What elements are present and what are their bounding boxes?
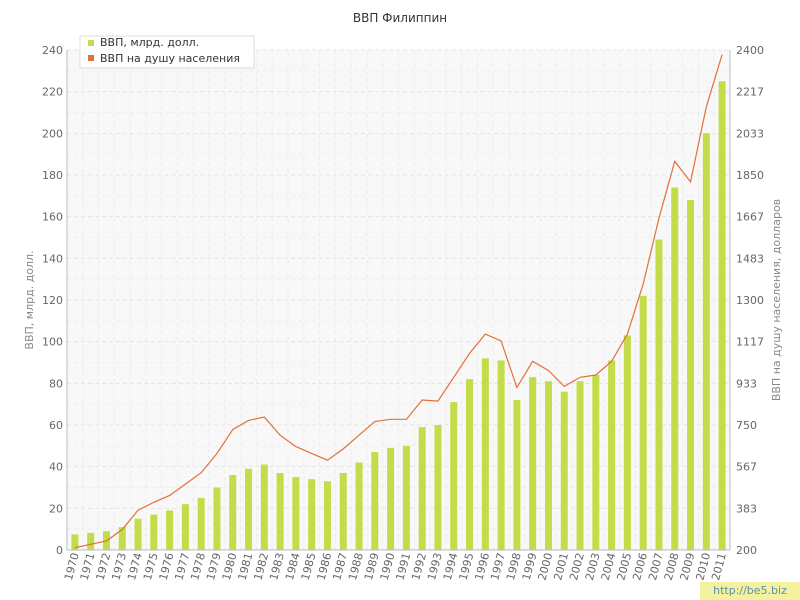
bar xyxy=(134,518,142,550)
bar xyxy=(371,452,379,550)
legend-label-per-capita: ВВП на душу населения xyxy=(100,52,240,65)
y-axis-label: ВВП, млрд. долл. xyxy=(23,250,36,349)
bar xyxy=(608,360,616,550)
bar-series xyxy=(71,81,726,551)
y2-tick-label: 1850 xyxy=(736,169,764,182)
bar xyxy=(513,400,521,550)
y2-tick-label: 383 xyxy=(736,502,757,515)
y2-tick-label: 2217 xyxy=(736,86,764,99)
bar xyxy=(150,514,158,550)
bar xyxy=(529,377,537,550)
bar xyxy=(623,335,631,550)
y2-tick-label: 2033 xyxy=(736,127,764,140)
bar xyxy=(387,447,395,550)
bar xyxy=(544,381,552,550)
line-series xyxy=(74,54,723,549)
bar xyxy=(497,360,505,550)
bar xyxy=(576,381,584,550)
legend: ВВП, млрд. долл. ВВП на душу населения xyxy=(79,35,255,69)
y-tick-label: 80 xyxy=(49,377,63,390)
y2-tick-label: 1667 xyxy=(736,211,764,224)
y2-tick-label: 1117 xyxy=(736,336,764,349)
bar xyxy=(481,358,489,550)
x-tick-labels: 1970197119721973197419751976197719781979… xyxy=(62,551,729,581)
legend-swatch-gdp xyxy=(88,40,94,46)
line-path xyxy=(74,54,723,549)
bar xyxy=(213,487,221,550)
bar xyxy=(166,510,174,550)
legend-swatch-per-capita xyxy=(88,55,94,61)
y-tick-label: 40 xyxy=(49,461,63,474)
chart-title: ВВП Филиппин xyxy=(353,11,447,25)
bar xyxy=(181,504,189,550)
y-tick-label: 140 xyxy=(42,252,63,265)
bar xyxy=(671,187,679,550)
bar xyxy=(687,200,695,550)
right-tick-labels: 200 383 567 750 933 1117 1300 1483 1667 1850 2033 2… xyxy=(736,44,764,557)
bar xyxy=(308,479,316,550)
bar xyxy=(434,425,442,550)
bar xyxy=(71,534,79,550)
y2-tick-label: 1483 xyxy=(736,252,764,265)
y-tick-label: 160 xyxy=(42,211,63,224)
y-tick-label: 120 xyxy=(42,294,63,307)
y-tick-label: 220 xyxy=(42,86,63,99)
y-tick-label: 180 xyxy=(42,169,63,182)
y-tick-label: 20 xyxy=(49,502,63,515)
y2-tick-label: 2400 xyxy=(736,44,764,57)
bar xyxy=(323,481,331,550)
bar xyxy=(639,295,647,550)
bar xyxy=(560,391,568,550)
bar xyxy=(718,81,726,550)
bar xyxy=(655,239,663,551)
y2-axis-label: ВВП на душу населения, долларов xyxy=(770,199,783,401)
left-tick-labels: 0 20 40 60 80 100 120 140 160 180 200 220 240 xyxy=(42,44,63,557)
bar xyxy=(339,472,347,550)
bar xyxy=(466,379,474,550)
bar xyxy=(450,402,458,550)
y2-tick-label: 567 xyxy=(736,461,757,474)
bar xyxy=(592,375,600,550)
legend-label-gdp: ВВП, млрд. долл. xyxy=(100,36,199,49)
y2-tick-label: 750 xyxy=(736,419,757,432)
bar xyxy=(702,133,710,551)
y-tick-label: 200 xyxy=(42,127,63,140)
bar xyxy=(229,475,237,550)
bar xyxy=(276,472,284,550)
bar xyxy=(418,427,426,550)
bar xyxy=(292,477,300,550)
y-tick-label: 0 xyxy=(56,544,63,557)
y2-tick-label: 1300 xyxy=(736,294,764,307)
y-tick-label: 240 xyxy=(42,44,63,57)
bar xyxy=(197,497,205,550)
y2-tick-label: 933 xyxy=(736,377,757,390)
bar xyxy=(245,468,253,550)
y-tick-label: 100 xyxy=(42,336,63,349)
bar xyxy=(355,462,363,550)
grid xyxy=(66,49,731,551)
y-tick-label: 60 xyxy=(49,419,63,432)
bar xyxy=(402,445,410,550)
watermark[interactable]: http://be5.biz xyxy=(700,582,800,600)
bar xyxy=(87,532,95,550)
bar xyxy=(260,464,268,550)
bar xyxy=(118,527,126,550)
legend-box xyxy=(79,35,255,69)
y2-tick-label: 200 xyxy=(736,544,757,557)
